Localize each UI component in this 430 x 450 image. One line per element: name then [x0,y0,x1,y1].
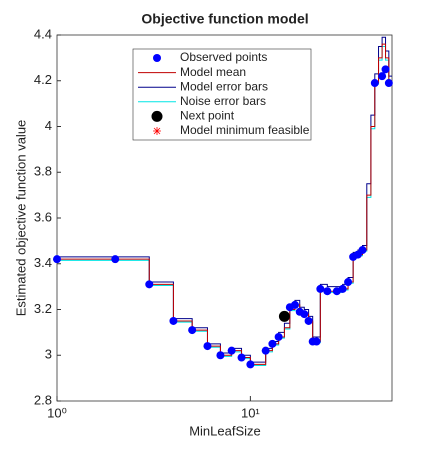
y-tick-label: 4.4 [34,26,52,41]
observed-point [312,337,321,346]
y-tick-label: 4.2 [34,72,52,87]
legend-label: Model error bars [180,79,268,93]
y-tick-label: 3.4 [34,255,52,270]
observed-point [246,360,255,369]
x-tick-label: 10⁰ [47,405,67,420]
observed-point [370,79,379,88]
legend-label: Observed points [180,50,267,64]
observed-point [268,339,277,348]
observed-point [145,280,154,289]
y-tick-label: 3 [45,347,52,362]
y-tick-label: 4 [45,118,52,133]
observed-point [358,246,367,255]
observed-point [188,326,197,335]
legend-symbol [151,110,163,122]
observed-point [216,351,225,360]
observed-point [203,342,212,351]
y-axis-label: Estimated objective function value [13,120,28,317]
observed-point [338,284,347,293]
y-tick-label: 2.8 [34,392,52,407]
observed-point [274,332,283,341]
y-tick-label: 3.6 [34,209,52,224]
legend-box [132,48,312,141]
observed-point [316,284,325,293]
legend-symbol [153,54,161,62]
observed-point [290,300,299,309]
next-point [278,310,290,322]
legend-symbol [153,127,161,135]
legend-label: Model minimum feasible [180,123,310,137]
chart-title: Objective function model [141,11,308,27]
x-tick-label: 10¹ [241,405,260,420]
observed-point [323,287,332,296]
observed-point [300,310,309,319]
observed-point [237,353,246,362]
x-axis-label: MinLeafSize [189,423,261,438]
observed-point [304,316,313,325]
observed-point [53,255,61,264]
legend-label: Next point [180,109,235,123]
observed-point [384,79,393,88]
y-tick-label: 3.8 [34,164,52,179]
observed-point [111,255,120,264]
observed-point [169,316,178,325]
y-tick-label: 3.2 [34,301,52,316]
legend-label: Model mean [180,65,246,79]
observed-point [381,65,390,74]
observed-point [344,278,353,287]
observed-point [227,346,236,355]
observed-point [261,346,270,355]
legend-label: Noise error bars [180,94,266,108]
observed-point [378,72,387,81]
